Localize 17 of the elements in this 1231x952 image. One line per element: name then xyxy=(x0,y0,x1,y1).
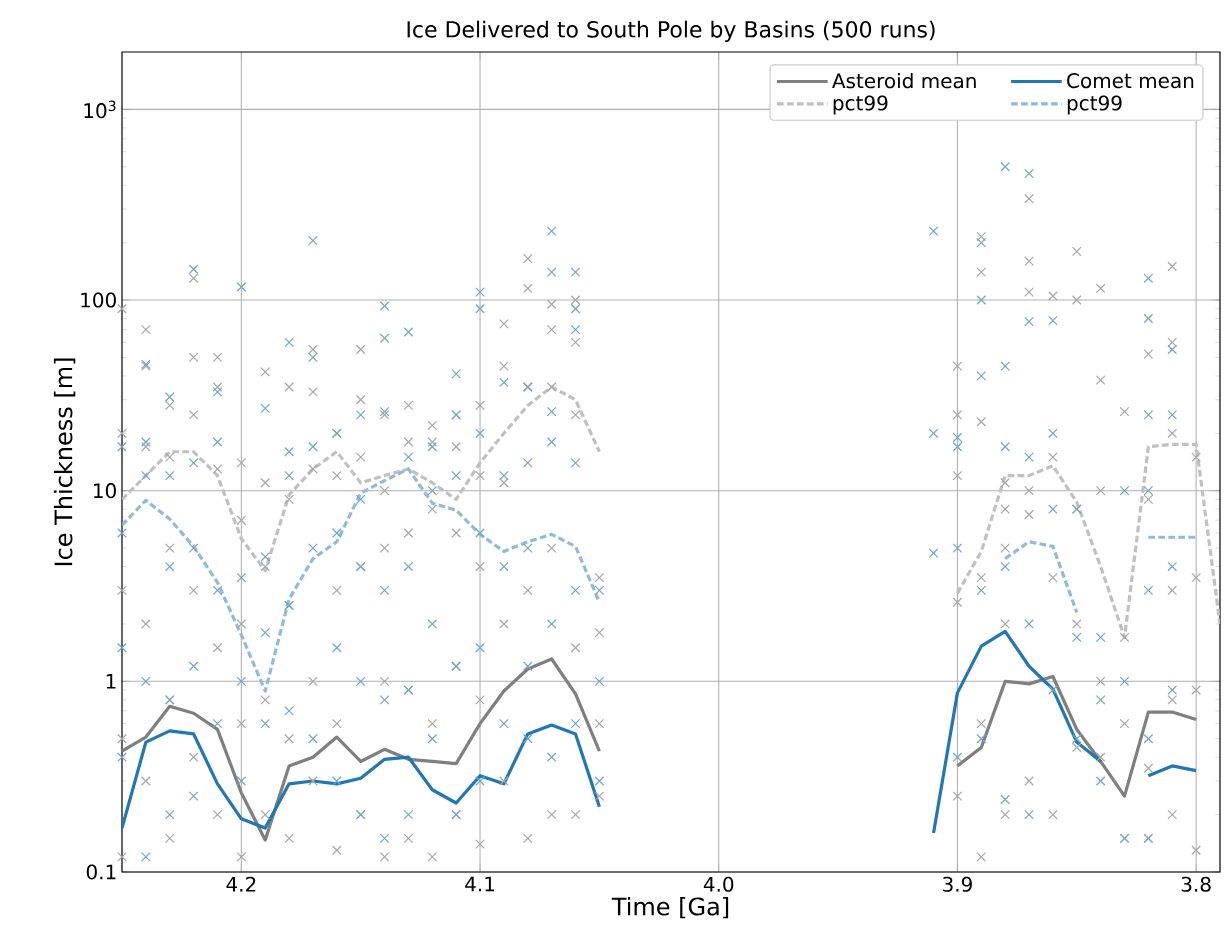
legend-label: Comet mean xyxy=(1067,73,1194,89)
x-tick-label: 3.8 xyxy=(1181,876,1211,892)
x-axis-title: Time [Ga] xyxy=(611,896,729,919)
x-tick-label: 3.9 xyxy=(943,876,972,892)
y-tick-label: 10 xyxy=(94,483,116,499)
y-tick-label: 0.1 xyxy=(86,864,116,880)
y-tick-label: 100 xyxy=(81,292,116,308)
legend-label: pct99 xyxy=(1067,95,1122,115)
y-tick-label: 1 xyxy=(106,674,116,689)
x-tick-label: 4.1 xyxy=(465,876,495,892)
y-tick-label: 10$^{3}$ xyxy=(84,100,116,119)
x-tick-label: 4.2 xyxy=(226,876,256,892)
legend-label: Asteroid mean xyxy=(832,72,976,89)
legend-label: pct99 xyxy=(833,95,888,115)
chart-title: Ice Delivered to South Pole by Basins (500 runs) xyxy=(407,20,935,42)
y-axis-title: Ice Thickness [m] xyxy=(53,358,76,566)
x-tick-label: 4.0 xyxy=(703,876,734,892)
